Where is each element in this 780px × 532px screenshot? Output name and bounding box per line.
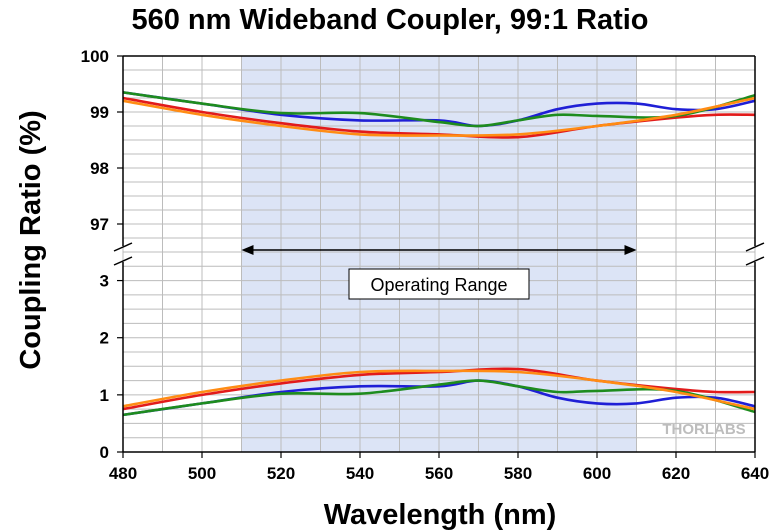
x-tick-label: 640 [741, 464, 769, 483]
y-tick-label: 98 [90, 159, 109, 178]
y-tick-label: 2 [100, 329, 109, 348]
y-tick-label: 0 [100, 443, 109, 462]
y-tick-label: 99 [90, 103, 109, 122]
y-tick-label: 100 [81, 47, 109, 66]
y-axis-label: Coupling Ratio (%) [15, 110, 47, 369]
y-tick-label: 3 [100, 272, 109, 291]
series-line-upper-3 [122, 91, 756, 128]
y-tick-label: 1 [100, 386, 109, 405]
operating-range-label: Operating Range [370, 275, 507, 295]
series-line-lower-3 [122, 379, 756, 417]
y-tick-label: 97 [90, 215, 109, 234]
x-tick-label: 540 [346, 464, 374, 483]
axis-break-mark [745, 242, 765, 252]
series-line-upper-4 [122, 96, 756, 137]
chart-title: 560 nm Wideband Coupler, 99:1 Ratio [131, 4, 649, 36]
operating-range-box [348, 268, 530, 300]
series-line-lower-4 [122, 369, 756, 411]
axis-break-mark [113, 256, 133, 266]
axis-break-mark [745, 256, 765, 266]
x-tick-label: 560 [425, 464, 453, 483]
x-tick-label: 580 [504, 464, 532, 483]
x-axis-label: Wavelength (nm) [324, 499, 557, 531]
x-tick-label: 520 [267, 464, 295, 483]
thorlabs-watermark: THORLABS [662, 421, 745, 438]
x-tick-label: 620 [662, 464, 690, 483]
x-tick-label: 500 [188, 464, 216, 483]
arrow-head-left [241, 245, 254, 255]
axis-break-mark [113, 242, 133, 252]
x-tick-label: 480 [109, 464, 137, 483]
arrow-head-right [624, 245, 637, 255]
x-tick-label: 600 [583, 464, 611, 483]
